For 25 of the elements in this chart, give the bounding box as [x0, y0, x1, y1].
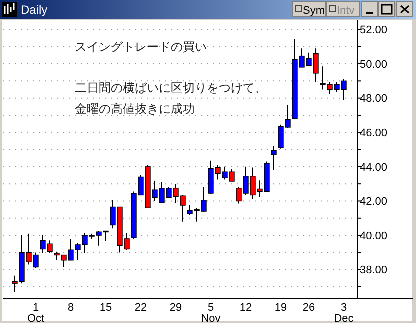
candlestick [271, 146, 277, 171]
x-tick-label: 1 Oct [27, 302, 45, 323]
y-tick-label: 52.00 [360, 24, 388, 37]
x-tick-label: 12 [240, 302, 252, 314]
x-tick-label: 15 [100, 302, 112, 314]
annotation: スイングトレードの買い [75, 40, 207, 54]
annotation: 二日間の横ばいに区切りをつけて、 [75, 81, 267, 95]
x-tick-label: 29 [170, 302, 182, 314]
y-tick-label: 38.00 [360, 264, 388, 277]
x-tick-label: 5 Nov [201, 302, 222, 323]
text: Intv [337, 5, 356, 17]
y-tick-label: 48.00 [360, 93, 388, 106]
x-tick-label: 8 [68, 302, 74, 314]
y-tick-label: 42.00 [360, 196, 388, 208]
text: Sym [303, 5, 325, 17]
y-tick-label: 44.00 [360, 162, 388, 174]
x-tick-label: 26 [302, 302, 316, 314]
x-tick-label: 19 [274, 302, 288, 314]
y-tick-label: 46.00 [360, 127, 388, 140]
chart-title: Daily [21, 3, 48, 17]
x-tick-label: 22 [134, 302, 148, 314]
y-tick-label: 40.00 [360, 230, 388, 242]
x-tick-label: 3 Dec [334, 302, 354, 323]
y-tick-label: 50.00 [360, 58, 388, 71]
annotation: 金曜の高値抜きに成功 [75, 102, 195, 116]
